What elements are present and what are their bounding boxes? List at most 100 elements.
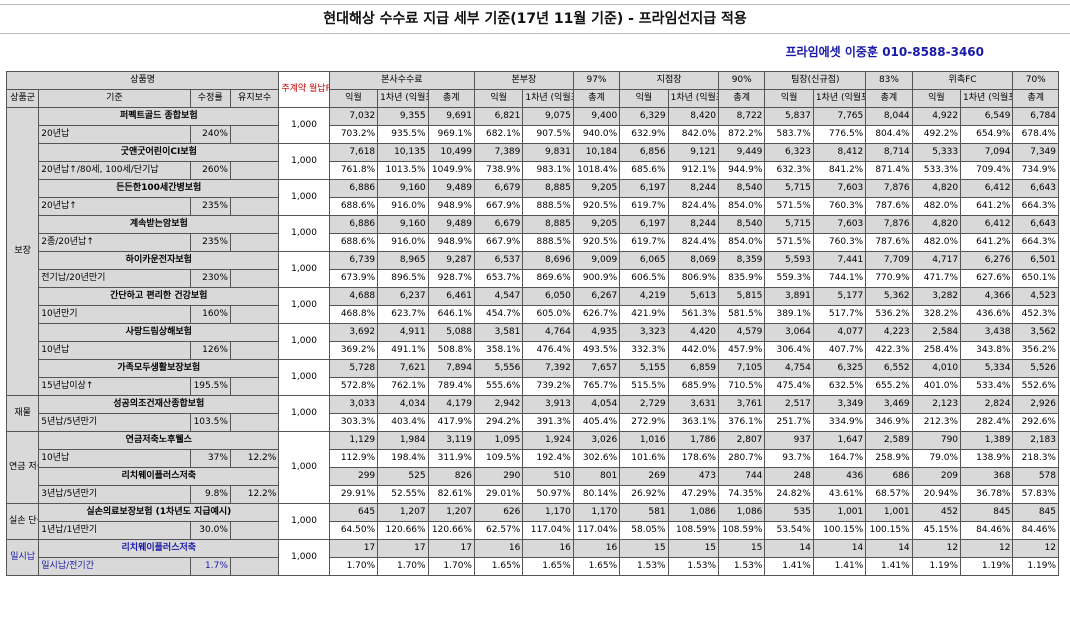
commission-percent: 258.9% (865, 449, 913, 468)
product-name: 성공의조건재산종합보험 (38, 395, 280, 414)
commission-percent: 401.0% (911, 377, 962, 396)
subheader-total: 총계 (427, 89, 475, 108)
commission-percent: 1.65% (522, 557, 574, 576)
commission-value: 269 (619, 467, 669, 486)
rate-cell: 126% (189, 341, 231, 360)
commission-percent: 356.2% (1012, 341, 1059, 360)
commission-value: 6,325 (812, 359, 867, 378)
commission-value: 6,886 (328, 215, 379, 234)
commission-value: 8,540 (718, 179, 766, 198)
commission-percent: 120.66% (377, 521, 429, 540)
commission-value: 510 (522, 467, 574, 486)
commission-value: 14 (812, 539, 867, 558)
commission-percent: 1.53% (667, 557, 720, 576)
commission-percent: 824.4% (667, 197, 720, 216)
maintenance-cell (229, 197, 280, 216)
commission-value: 8,885 (522, 179, 574, 198)
commission-value: 2,807 (718, 431, 766, 450)
rate-cell: 195.5% (189, 377, 231, 396)
commission-value: 9,449 (718, 143, 766, 162)
subheader-first-year: 1차년 (익월포함) (667, 89, 720, 108)
product-name: 간단하고 편리한 건강보험 (38, 287, 280, 306)
commission-percent: 112.9% (328, 449, 379, 468)
commission-percent: 303.3% (328, 413, 379, 432)
commission-value: 5,613 (667, 287, 720, 306)
commission-value: 452 (911, 503, 962, 522)
commission-percent: 517.7% (812, 305, 867, 324)
commission-value: 845 (960, 503, 1014, 522)
commission-percent: 854.0% (718, 233, 766, 252)
monthly-premium: 1,000 (278, 359, 330, 396)
commission-value: 3,562 (1012, 323, 1059, 342)
commission-percent: 482.0% (911, 197, 962, 216)
commission-value: 15 (667, 539, 720, 558)
commission-percent: 1.53% (619, 557, 669, 576)
commission-value: 9,205 (572, 215, 621, 234)
commission-value: 1,170 (572, 503, 621, 522)
commission-value: 2,926 (1012, 395, 1059, 414)
commission-value: 2,589 (865, 431, 913, 450)
commission-percent: 492.2% (911, 125, 962, 144)
commission-value: 4,717 (911, 251, 962, 270)
commission-percent: 84.46% (1012, 521, 1059, 540)
commission-percent: 376.1% (718, 413, 766, 432)
commission-value: 6,050 (522, 287, 574, 306)
commission-percent: 405.4% (572, 413, 621, 432)
commission-value: 2,584 (911, 323, 962, 342)
product-name: 리치웨이플러스저축 (38, 467, 280, 486)
commission-value: 4,754 (764, 359, 814, 378)
commission-percent: 760.3% (812, 233, 867, 252)
commission-value: 845 (1012, 503, 1059, 522)
commission-percent: 710.5% (718, 377, 766, 396)
commission-percent: 120.66% (427, 521, 475, 540)
commission-value: 9,287 (427, 251, 475, 270)
commission-percent: 650.1% (1012, 269, 1059, 288)
commission-percent: 685.9% (667, 377, 720, 396)
commission-value: 5,177 (812, 287, 867, 306)
commission-percent: 476.4% (522, 341, 574, 360)
commission-value: 7,618 (328, 143, 379, 162)
commission-percent: 1018.4% (572, 161, 621, 180)
commission-value: 3,026 (572, 431, 621, 450)
commission-percent: 653.7% (473, 269, 524, 288)
commission-value: 6,412 (960, 215, 1014, 234)
commission-value: 6,197 (619, 215, 669, 234)
table-row: 10년납 126% 369.2% 491.1% 508.8% 358.1% 476.4% 49… (7, 341, 1059, 360)
commission-value: 17 (427, 539, 475, 558)
group-pct-team: 83% (865, 71, 913, 90)
commission-value: 7,349 (1012, 143, 1059, 162)
commission-value: 1,095 (473, 431, 524, 450)
commission-percent: 198.4% (377, 449, 429, 468)
maintenance-cell (229, 413, 280, 432)
criteria-cell: 20년납↑/80세, 100세/단기납 (38, 161, 191, 180)
commission-percent: 421.9% (619, 305, 669, 324)
table-row: 굿앤굿어린이CI보험 1,000 7,618 10,135 10,499 7,389 9,8… (7, 143, 1059, 180)
commission-value: 8,965 (377, 251, 429, 270)
table-row: 20년납↑ 235% 688.6% 916.0% 948.9% 667.9% 888.5% 9… (7, 197, 1059, 216)
commission-value: 3,033 (328, 395, 379, 414)
commission-value: 626 (473, 503, 524, 522)
commission-value: 4,420 (667, 323, 720, 342)
commission-value: 8,412 (812, 143, 867, 162)
commission-percent: 515.5% (619, 377, 669, 396)
commission-value: 12 (1012, 539, 1059, 558)
monthly-premium: 1,000 (278, 215, 330, 252)
maintenance-header: 유지보수 (229, 89, 280, 108)
commission-percent: 468.8% (328, 305, 379, 324)
commission-percent: 79.0% (911, 449, 962, 468)
commission-value: 9,205 (572, 179, 621, 198)
commission-value: 4,911 (377, 323, 429, 342)
commission-value: 6,679 (473, 179, 524, 198)
commission-percent: 762.1% (377, 377, 429, 396)
commission-percent: 688.6% (328, 233, 379, 252)
commission-percent: 760.3% (812, 197, 867, 216)
commission-value: 4,922 (911, 107, 962, 126)
commission-value: 248 (764, 467, 814, 486)
criteria-cell: 10년납 (38, 341, 191, 360)
commission-percent: 391.3% (522, 413, 574, 432)
group-header-director: 본부장 (473, 71, 574, 90)
category-header: 상품군 (5, 89, 40, 108)
commission-percent: 117.04% (522, 521, 574, 540)
commission-value: 581 (619, 503, 669, 522)
commission-value: 6,323 (764, 143, 814, 162)
